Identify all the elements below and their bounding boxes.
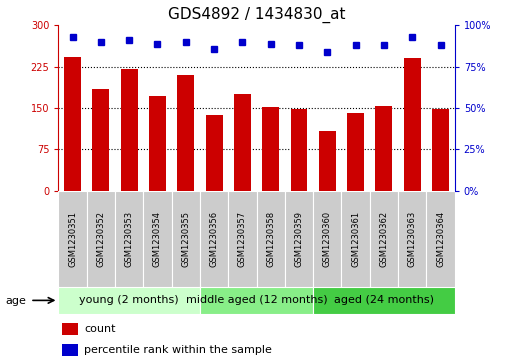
Bar	[319, 131, 336, 191]
Bar	[404, 58, 421, 191]
Text: GSM1230359: GSM1230359	[295, 211, 303, 267]
Text: GSM1230358: GSM1230358	[266, 211, 275, 267]
Bar	[206, 115, 223, 191]
Text: GSM1230360: GSM1230360	[323, 211, 332, 267]
Text: GSM1230355: GSM1230355	[181, 211, 190, 267]
Bar	[313, 287, 455, 314]
Bar	[347, 114, 364, 191]
Bar	[62, 344, 78, 356]
Bar	[149, 96, 166, 191]
Bar	[58, 191, 87, 287]
Text: GSM1230361: GSM1230361	[351, 211, 360, 267]
Bar	[92, 89, 109, 191]
Bar	[341, 191, 370, 287]
Text: GSM1230356: GSM1230356	[210, 211, 218, 267]
Text: count: count	[84, 324, 116, 334]
Text: GSM1230364: GSM1230364	[436, 211, 445, 267]
Bar	[291, 109, 307, 191]
Text: GSM1230362: GSM1230362	[379, 211, 389, 267]
Bar	[228, 191, 257, 287]
Bar	[426, 191, 455, 287]
Text: GSM1230352: GSM1230352	[97, 211, 105, 267]
Bar	[257, 191, 285, 287]
Bar	[313, 191, 341, 287]
Bar	[115, 191, 143, 287]
Bar	[200, 287, 313, 314]
Bar	[398, 191, 426, 287]
Bar	[62, 323, 78, 335]
Bar	[64, 57, 81, 191]
Text: GSM1230363: GSM1230363	[408, 211, 417, 267]
Text: GSM1230354: GSM1230354	[153, 211, 162, 267]
Bar	[262, 107, 279, 191]
Bar	[121, 69, 138, 191]
Bar	[177, 75, 194, 191]
Bar	[432, 109, 449, 191]
Text: young (2 months): young (2 months)	[79, 295, 179, 305]
Bar	[143, 191, 172, 287]
Bar	[375, 106, 392, 191]
Text: GSM1230353: GSM1230353	[124, 211, 134, 267]
Text: GSM1230351: GSM1230351	[68, 211, 77, 267]
Text: age: age	[5, 295, 26, 306]
Text: GSM1230357: GSM1230357	[238, 211, 247, 267]
Bar	[200, 191, 228, 287]
Bar	[285, 191, 313, 287]
Bar	[58, 287, 200, 314]
Bar	[370, 191, 398, 287]
Text: percentile rank within the sample: percentile rank within the sample	[84, 345, 272, 355]
Title: GDS4892 / 1434830_at: GDS4892 / 1434830_at	[168, 7, 345, 23]
Text: middle aged (12 months): middle aged (12 months)	[186, 295, 327, 305]
Bar	[234, 94, 251, 191]
Text: aged (24 months): aged (24 months)	[334, 295, 434, 305]
Bar	[87, 191, 115, 287]
Bar	[172, 191, 200, 287]
